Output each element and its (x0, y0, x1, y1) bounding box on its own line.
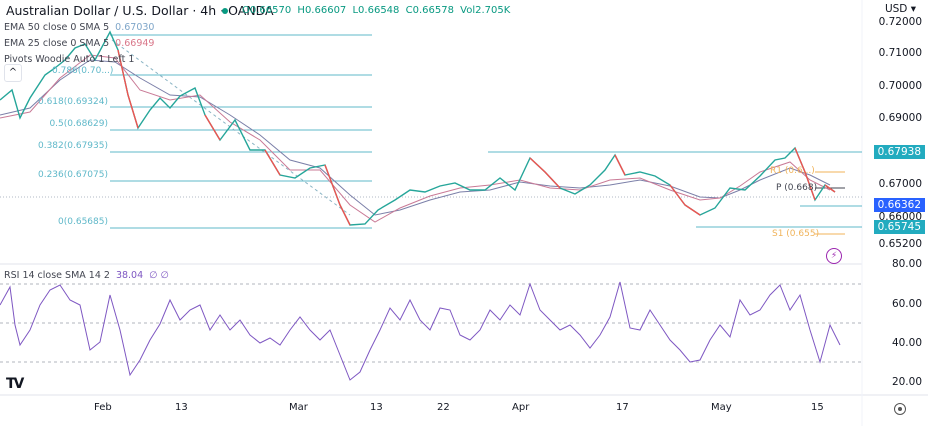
market-status-dot (222, 8, 228, 14)
settings-gear-icon[interactable] (894, 403, 906, 415)
time-label: Mar (289, 402, 308, 413)
rsi-tick: 40.00 (891, 337, 922, 349)
legend-pivots[interactable]: Pivots Woodie Auto 1 Left 1 (4, 54, 134, 65)
rsi-line (0, 281, 841, 381)
fib-label-0618: 0.618(0.69324) (37, 97, 108, 107)
price-tick: 0.70000 (878, 80, 922, 92)
ema25-value: 0.66949 (115, 38, 155, 49)
time-label: 13 (175, 402, 188, 413)
price-tick: 0.72000 (878, 16, 922, 28)
current-price-tag: 0.66362 (873, 198, 925, 212)
volume-value: Vol2.705K (460, 5, 511, 16)
rsi-extra: ∅ ∅ (149, 270, 169, 281)
ohlc-values: O0.66570 H0.66607 L0.66548 C0.66578 Vol2… (242, 5, 513, 16)
ema25-label: EMA 25 close 0 SMA 5 (4, 38, 110, 49)
high-value: H0.66607 (297, 5, 347, 16)
time-label: Apr (512, 402, 530, 413)
fib-label-0236: 0.236(0.67075) (37, 170, 108, 180)
time-label: 13 (370, 402, 383, 413)
rsi-tick: 20.00 (891, 376, 922, 388)
pivots-label: Pivots Woodie Auto 1 Left 1 (4, 54, 135, 65)
fib-label-0786: 0.786(0.70...) (52, 66, 114, 76)
pivot-s1-label: S1 (0.655) (772, 229, 820, 239)
time-label: 17 (616, 402, 629, 413)
collapse-legend-button[interactable]: ^ (4, 64, 22, 82)
legend-ema50[interactable]: EMA 50 close 0 SMA 5 0.67030 (4, 22, 154, 33)
price-tick: 0.69000 (878, 112, 922, 124)
fib-label-0: 0(0.65685) (58, 217, 108, 227)
pivot-p-label: P (0.668) (776, 183, 818, 193)
legend-rsi[interactable]: RSI 14 close SMA 14 2 38.04 ∅ ∅ (4, 270, 169, 281)
chart-title: Australian Dollar / U.S. Dollar · 4h · O… (6, 3, 274, 18)
open-value: O0.66570 (242, 5, 292, 16)
tradingview-logo[interactable]: TV (6, 376, 24, 392)
price-tick: 0.71000 (878, 47, 922, 59)
fibonacci-lines (110, 34, 372, 229)
support-price-tag: 0.65745 (873, 220, 925, 234)
ema50-label: EMA 50 close 0 SMA 5 (4, 22, 110, 33)
pivot-r1-label: R1 (0.6...) (770, 166, 815, 176)
time-label: 15 (811, 402, 824, 413)
ema50-value: 0.67030 (115, 22, 155, 33)
flash-alert-icon[interactable]: ⚡ (826, 248, 842, 264)
legend-ema25[interactable]: EMA 25 close 0 SMA 5 0.66949 (4, 38, 154, 49)
time-label: May (711, 402, 732, 413)
currency-label: USD (884, 3, 908, 15)
resistance-price-tag: 0.67938 (873, 145, 925, 159)
rsi-tick: 80.00 (891, 258, 922, 270)
currency-selector[interactable]: USD ▾ (884, 3, 916, 15)
price-tick: 0.65200 (878, 238, 922, 250)
price-tick: 0.67000 (878, 178, 922, 190)
time-label: 22 (437, 402, 450, 413)
low-value: L0.66548 (352, 5, 400, 16)
fib-label-0382: 0.382(0.67935) (37, 141, 108, 151)
fib-label-05: 0.5(0.68629) (49, 119, 108, 129)
time-label: Feb (94, 402, 112, 413)
close-value: C0.66578 (405, 5, 454, 16)
rsi-tick: 60.00 (891, 298, 922, 310)
rsi-value: 38.04 (115, 270, 144, 281)
rsi-label: RSI 14 close SMA 14 2 (4, 270, 110, 281)
